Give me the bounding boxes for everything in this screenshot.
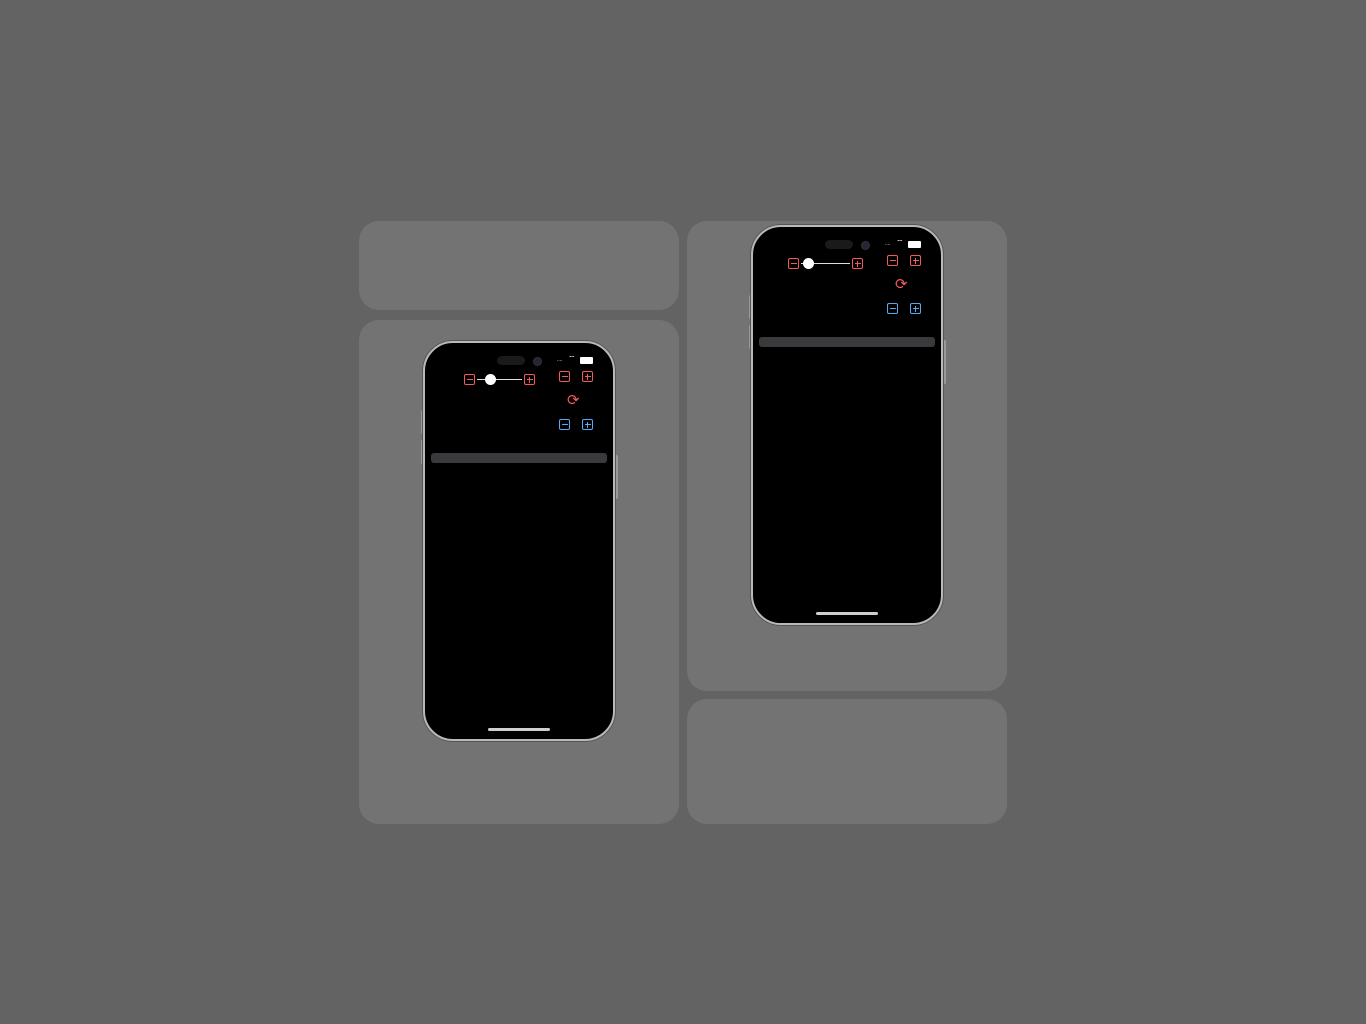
phone2-slider-thumb[interactable] <box>803 258 814 269</box>
phone1-to-plus-button[interactable] <box>582 419 593 430</box>
phone1-from-plus-button[interactable] <box>582 371 593 382</box>
phone2-from-plus-button[interactable] <box>910 255 921 266</box>
phone1-dynamic-island <box>497 356 525 365</box>
phone1-side-button <box>421 410 424 434</box>
phone2-signal-icon: .... <box>885 241 891 247</box>
phone1-wifi-icon: ⌔ <box>568 354 576 363</box>
phone1-range-selector[interactable] <box>431 453 607 463</box>
phone1-slider-thumb[interactable] <box>485 374 496 385</box>
card-inversions <box>687 699 1007 824</box>
phone2-side-button <box>749 325 752 349</box>
phone2-battery-icon <box>908 241 921 248</box>
phone2-power-button <box>943 340 946 384</box>
phone1-to-minus-button[interactable] <box>559 419 570 430</box>
phone2-dynamic-island <box>825 240 853 249</box>
phone1-battery-icon <box>580 357 593 364</box>
phone1: .... ⌔ ⟳ <box>423 341 615 741</box>
phone1-slider-track[interactable] <box>477 379 522 380</box>
phone2-home-indicator <box>816 612 878 615</box>
phone2: .... ⌔ ⟳ <box>751 225 943 625</box>
phone2-slider-track[interactable] <box>801 263 850 264</box>
phone2-wifi-icon: ⌔ <box>896 238 904 247</box>
phone1-slider-minus-button[interactable] <box>464 374 475 385</box>
phone2-side-button <box>749 295 752 319</box>
phone1-camera-icon <box>533 357 542 366</box>
phone2-chart <box>759 349 935 603</box>
phone1-slider-plus-button[interactable] <box>524 374 535 385</box>
phone2-from-minus-button[interactable] <box>887 255 898 266</box>
phone2-camera-icon <box>861 241 870 250</box>
phone2-slider-minus-button[interactable] <box>788 258 799 269</box>
card-velocity <box>359 221 679 310</box>
phone1-home-indicator <box>488 728 550 731</box>
phone1-chart <box>431 465 607 719</box>
phone1-power-button <box>615 455 618 499</box>
phone2-range-selector[interactable] <box>759 337 935 347</box>
phone2-to-plus-button[interactable] <box>910 303 921 314</box>
phone1-from-minus-button[interactable] <box>559 371 570 382</box>
phone1-swap-icon[interactable]: ⟳ <box>567 392 580 409</box>
phone1-side-button <box>421 440 424 464</box>
phone2-slider-plus-button[interactable] <box>852 258 863 269</box>
phone2-swap-icon[interactable]: ⟳ <box>895 276 908 293</box>
phone2-to-minus-button[interactable] <box>887 303 898 314</box>
phone1-signal-icon: .... <box>557 357 563 363</box>
